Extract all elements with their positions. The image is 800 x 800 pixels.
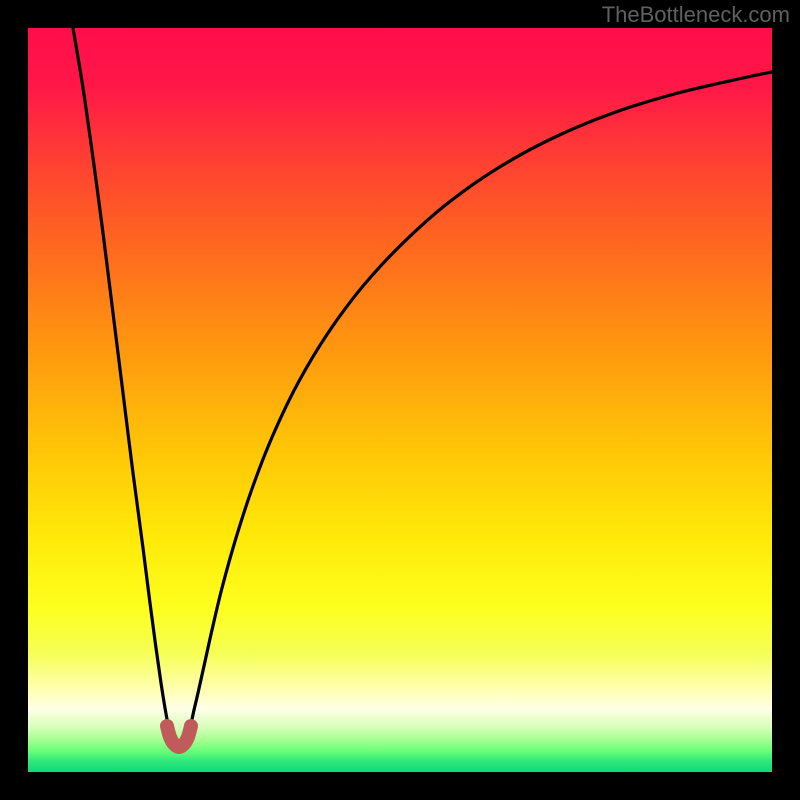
gradient-background xyxy=(28,28,772,772)
chart-container: TheBottleneck.com xyxy=(0,0,800,800)
watermark-text: TheBottleneck.com xyxy=(602,2,790,28)
plot-area xyxy=(28,28,772,772)
